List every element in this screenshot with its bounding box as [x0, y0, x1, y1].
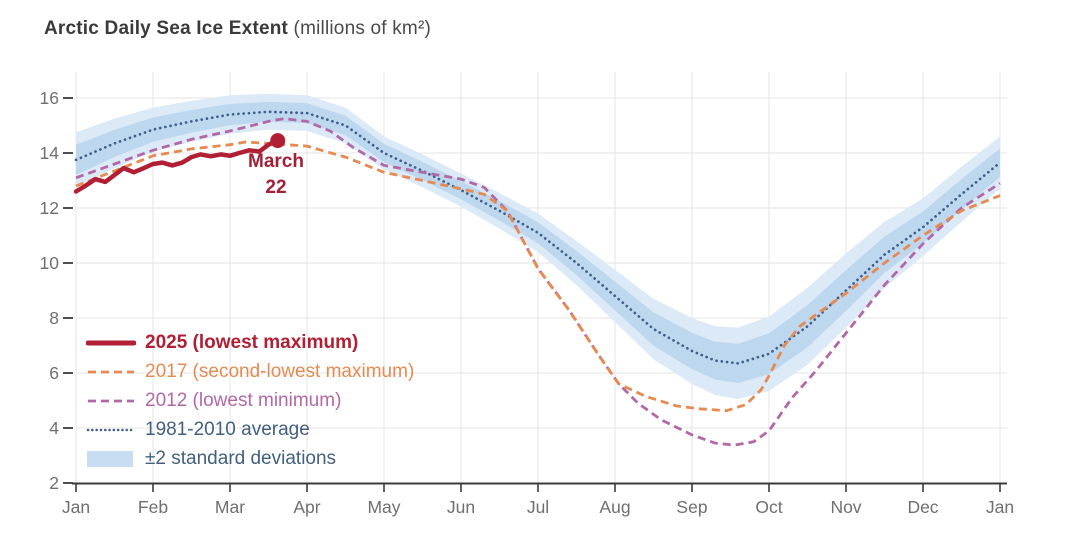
line-swatch-2017: [88, 370, 134, 373]
x-tick-label: Jun: [447, 497, 475, 517]
legend-label-2025: 2025 (lowest maximum): [145, 331, 359, 353]
gridlines: [75, 72, 1007, 483]
legend-label-2012: 2012 (lowest minimum): [145, 389, 342, 411]
x-tick-label: Sep: [676, 497, 707, 517]
series-line-2025: [73, 138, 280, 194]
x-tick-label: May: [367, 497, 400, 517]
y-tick-labels: 2 4 6 8 10 12 14 16: [40, 88, 60, 493]
legend-label-average: 1981-2010 average: [145, 418, 310, 440]
x-tick-label: Dec: [907, 497, 938, 517]
line-swatch-average: [86, 428, 136, 431]
x-tick-label: Jul: [527, 497, 549, 517]
x-axis: [72, 482, 1007, 492]
std-dev-band-inner: [76, 101, 1000, 384]
y-tick-label: 10: [40, 253, 60, 273]
series-line-2017: [75, 140, 1001, 413]
legend: 2025 (lowest maximum) 2017 (second-lowest…: [86, 328, 414, 473]
y-axis-ticks: [63, 97, 73, 484]
x-tick-label: Jan: [986, 497, 1014, 517]
line-swatch-2012: [88, 399, 134, 402]
legend-item-2012: 2012 (lowest minimum): [86, 386, 414, 415]
endpoint-dot-march-22: [270, 133, 286, 149]
x-tick-label: Apr: [293, 497, 320, 517]
legend-label-2017: 2017 (second-lowest maximum): [145, 360, 415, 382]
series-line-average: [74, 110, 1002, 365]
line-swatch-2025: [86, 340, 136, 345]
legend-item-band: ±2 standard deviations: [86, 444, 414, 473]
y-tick-label: 12: [40, 198, 59, 218]
chart-title-units: (millions of km²): [288, 18, 432, 39]
x-tick-label: Feb: [138, 497, 168, 517]
x-tick-label: Oct: [755, 497, 782, 517]
y-tick-label: 4: [49, 418, 59, 438]
y-tick-label: 14: [40, 143, 60, 163]
chart-title: Arctic Daily Sea Ice Extent (millions of…: [44, 18, 431, 40]
legend-item-2017: 2017 (second-lowest maximum): [86, 357, 414, 386]
x-tick-label: Jan: [62, 497, 90, 517]
y-tick-label: 2: [49, 473, 59, 493]
y-tick-label: 16: [40, 88, 59, 108]
legend-item-2025: 2025 (lowest maximum): [86, 328, 414, 357]
x-tick-labels: Jan Feb Mar Apr May Jun Jul Aug Sep Oct Nov Dec Jan: [62, 497, 1014, 517]
y-tick-label: 6: [49, 363, 59, 383]
x-tick-label: Nov: [830, 497, 861, 517]
legend-item-average: 1981-2010 average: [86, 415, 414, 444]
band-swatch: [87, 450, 133, 467]
x-tick-label: Aug: [599, 497, 630, 517]
std-dev-band-outer: [76, 93, 1000, 400]
chart-title-main: Arctic Daily Sea Ice Extent: [44, 18, 289, 39]
legend-label-band: ±2 standard deviations: [145, 447, 337, 469]
y-tick-label: 8: [49, 308, 59, 328]
x-tick-label: Mar: [215, 497, 245, 517]
